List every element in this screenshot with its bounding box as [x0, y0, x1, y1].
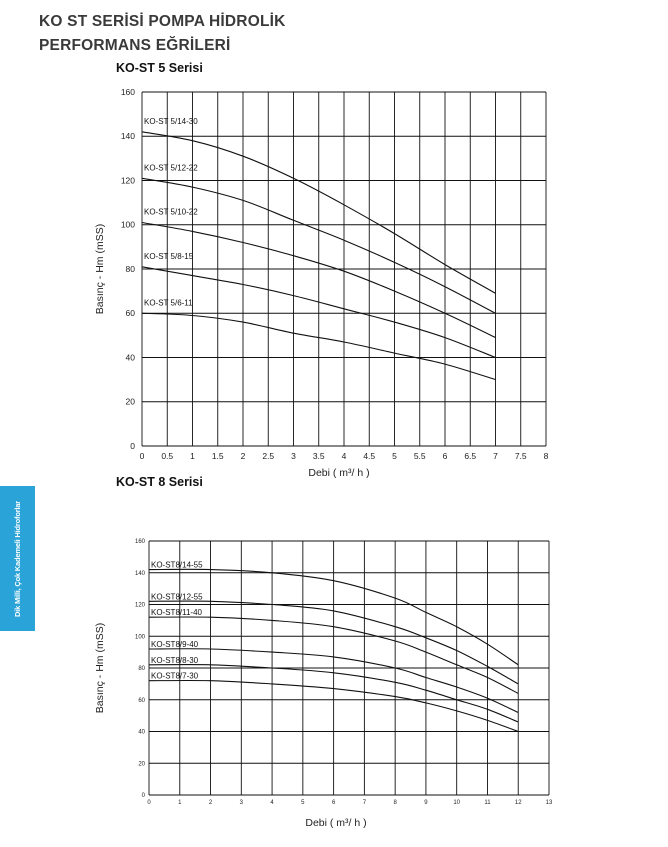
x-tick-label: 2: [241, 451, 246, 461]
x-tick-label: 4: [342, 451, 347, 461]
x-tick-label: 7: [493, 451, 498, 461]
chart-title-ko-st-8: KO-ST 8 Serisi: [116, 475, 203, 489]
y-tick-label: 80: [138, 666, 145, 672]
x-tick-label: 8: [393, 800, 397, 806]
x-tick-label: 6.5: [464, 451, 476, 461]
page-title: KO ST SERİSİ POMPA HİDROLİK PERFORMANS E…: [39, 10, 286, 58]
x-tick-label: 5: [301, 800, 305, 806]
x-tick-label: 5.5: [414, 451, 426, 461]
x-tick-label: 0.5: [161, 451, 173, 461]
x-tick-label: 0: [140, 451, 145, 461]
series-line-ko-st8-7-30: [148, 679, 519, 733]
page-title-line1: KO ST SERİSİ POMPA HİDROLİK: [39, 13, 286, 30]
series-line-ko-st-5-14-30: [141, 131, 496, 294]
y-tick-label: 40: [126, 352, 136, 362]
series-line-ko-st8-9-40: [148, 648, 519, 713]
x-tick-label: 11: [484, 800, 491, 806]
x-tick-label: 13: [546, 800, 553, 806]
series-line-ko-st-5-8-15: [141, 266, 496, 359]
x-tick-label: 1: [190, 451, 195, 461]
series-label: KO-ST 5/10-22: [144, 208, 198, 217]
y-tick-label: 140: [135, 571, 146, 577]
chart-title-ko-st-5: KO-ST 5 Serisi: [116, 61, 203, 75]
series-line-ko-st-5-12-22: [141, 177, 496, 314]
x-tick-label: 4: [270, 800, 274, 806]
y-tick-label: 60: [126, 308, 136, 318]
series-label: KO-ST 5/8-15: [144, 252, 194, 261]
y-tick-label: 120: [121, 175, 135, 185]
x-tick-label: 3: [240, 800, 244, 806]
x-tick-label: 3: [291, 451, 296, 461]
series-line-ko-st8-12-55: [148, 600, 519, 685]
x-tick-label: 6: [443, 451, 448, 461]
x-tick-label: 7.5: [515, 451, 527, 461]
series-label: KO-ST 5/14-30: [144, 117, 198, 126]
x-tick-label: 8: [544, 451, 549, 461]
y-tick-label: 160: [121, 87, 135, 97]
side-tab: Dik Milli, Çok Kademeli Hidroforlar: [0, 486, 35, 631]
series-line-ko-st-5-6-11: [141, 312, 496, 381]
series-line-ko-st-5-10-22: [141, 221, 496, 339]
y-tick-label: 80: [126, 264, 136, 274]
y-tick-label: 40: [138, 730, 145, 736]
x-tick-label: 7: [363, 800, 367, 806]
x-tick-label: 6: [332, 800, 336, 806]
x-tick-label: 0: [147, 800, 151, 806]
y-tick-label: 100: [121, 220, 135, 230]
y-tick-label: 120: [135, 603, 146, 609]
x-tick-label: 1.5: [212, 451, 224, 461]
series-label: KO-ST8/8-30: [151, 656, 199, 665]
y-tick-label: 60: [138, 698, 145, 704]
y-axis-label: Basınç - Hm (mSS): [94, 623, 106, 713]
series-line-ko-st8-8-30: [148, 664, 519, 723]
x-tick-label: 4.5: [363, 451, 375, 461]
x-tick-label: 9: [424, 800, 428, 806]
y-tick-label: 100: [135, 634, 146, 640]
series-label: KO-ST8/14-55: [151, 561, 203, 570]
series-label: KO-ST8/9-40: [151, 640, 199, 649]
x-axis-label: Debi ( m³/ h ): [305, 817, 366, 829]
series-line-ko-st8-11-40: [148, 616, 519, 694]
x-tick-label: 2: [209, 800, 213, 806]
y-tick-label: 0: [130, 441, 135, 451]
series-label: KO-ST8/11-40: [151, 608, 203, 617]
series-label: KO-ST 5/6-11: [144, 298, 193, 307]
y-tick-label: 20: [126, 397, 136, 407]
x-tick-label: 2.5: [262, 451, 274, 461]
page-title-line2: PERFORMANS EĞRİLERİ: [39, 37, 231, 54]
x-tick-label: 12: [515, 800, 522, 806]
series-label: KO-ST8/12-55: [151, 592, 203, 601]
x-tick-label: 3.5: [313, 451, 325, 461]
x-tick-label: 10: [453, 800, 460, 806]
y-axis-label: Basınç - Hm (mSS): [94, 224, 106, 314]
series-label: KO-ST8/7-30: [151, 672, 199, 681]
y-tick-label: 20: [138, 761, 145, 767]
x-tick-label: 5: [392, 451, 397, 461]
series-label: KO-ST 5/12-22: [144, 163, 198, 172]
y-tick-label: 140: [121, 131, 135, 141]
x-axis-label: Debi ( m³/ h ): [308, 467, 369, 479]
y-tick-label: 160: [135, 539, 146, 545]
series-line-ko-st8-14-55: [148, 568, 519, 666]
y-tick-label: 0: [142, 793, 146, 799]
x-tick-label: 1: [178, 800, 182, 806]
